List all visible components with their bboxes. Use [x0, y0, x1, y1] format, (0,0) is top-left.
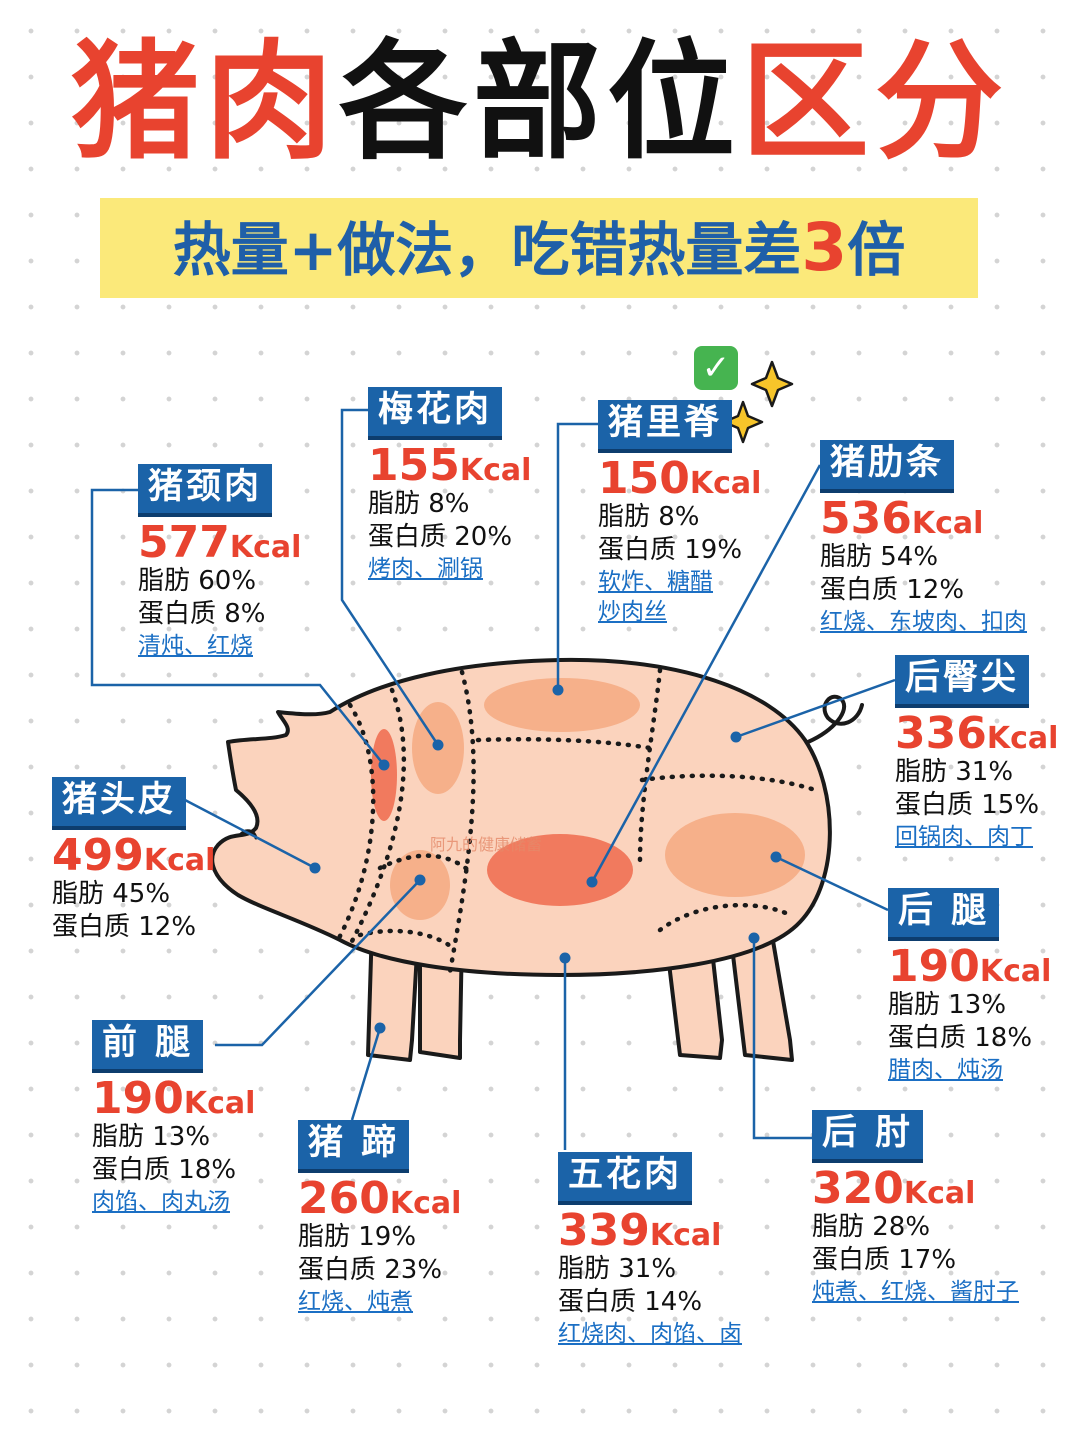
- part-fat: 脂肪 13%: [92, 1122, 211, 1152]
- part-label-rump: 后臀尖 336Kcal 脂肪 31% 蛋白质 15% 回锅肉、肉丁: [895, 655, 1058, 852]
- title-part3: 区分: [741, 28, 1010, 177]
- part-protein: 蛋白质 19%: [598, 535, 743, 565]
- subtitle-tail: 倍: [847, 216, 906, 284]
- leader-foreleg: [215, 879, 421, 1047]
- part-uses[interactable]: 红烧肉、肉馅、卤: [558, 1321, 742, 1347]
- part-name: 五花肉: [558, 1152, 693, 1205]
- part-name: 前 腿: [92, 1020, 204, 1073]
- part-fat: 脂肪 45%: [52, 879, 171, 909]
- part-protein: 蛋白质 20%: [368, 522, 513, 552]
- part-protein: 蛋白质 18%: [92, 1155, 237, 1185]
- part-protein: 蛋白质 17%: [812, 1245, 957, 1275]
- part-uses[interactable]: 炖煮、红烧、酱肘子: [812, 1279, 1019, 1305]
- part-protein: 蛋白质 12%: [52, 912, 197, 942]
- part-kcal: 336Kcal: [895, 708, 1059, 759]
- part-kcal: 320Kcal: [812, 1163, 976, 1214]
- part-fat: 脂肪 31%: [895, 757, 1014, 787]
- subtitle-emphasis: 3: [801, 209, 848, 286]
- part-kcal: 260Kcal: [298, 1173, 462, 1224]
- part-name: 猪肋条: [820, 440, 955, 493]
- part-fat: 脂肪 8%: [598, 502, 700, 532]
- part-protein: 蛋白质 15%: [895, 790, 1040, 820]
- leader-rump: [735, 678, 896, 739]
- part-label-rib: 猪肋条 536Kcal 脂肪 54% 蛋白质 12% 红烧、东坡肉、扣肉: [820, 440, 1027, 637]
- part-name: 后 肘: [812, 1110, 924, 1163]
- part-fat: 脂肪 54%: [820, 542, 939, 572]
- part-uses-2[interactable]: 炒肉丝: [598, 599, 667, 625]
- part-uses[interactable]: 肉馅、肉丸汤: [92, 1189, 230, 1215]
- part-protein: 蛋白质 14%: [558, 1287, 703, 1317]
- pig-tail: [806, 694, 864, 744]
- part-label-hock: 后 肘 320Kcal 脂肪 28% 蛋白质 17% 炖煮、红烧、酱肘子: [812, 1110, 1019, 1307]
- part-kcal: 499Kcal: [52, 830, 216, 881]
- part-fat: 脂肪 28%: [812, 1212, 931, 1242]
- spot-neck: [371, 729, 397, 821]
- part-kcal: 536Kcal: [820, 493, 984, 544]
- part-name: 后 腿: [888, 888, 1000, 941]
- part-name: 梅花肉: [368, 387, 503, 440]
- part-name: 猪里脊: [598, 400, 733, 453]
- sparkle-icon: [722, 360, 794, 444]
- part-label-neck: 猪颈肉 577Kcal 脂肪 60% 蛋白质 8% 清炖、红烧: [138, 464, 301, 661]
- part-fat: 脂肪 60%: [138, 566, 257, 596]
- part-kcal: 155Kcal: [368, 440, 532, 491]
- title-part2: 各部位: [338, 28, 741, 177]
- part-uses[interactable]: 清炖、红烧: [138, 633, 253, 659]
- part-fat: 脂肪 31%: [558, 1254, 677, 1284]
- spot-rib: [487, 834, 633, 906]
- part-uses[interactable]: 红烧、炖煮: [298, 1289, 413, 1315]
- part-label-trotter: 猪 蹄 260Kcal 脂肪 19% 蛋白质 23% 红烧、炖煮: [298, 1120, 461, 1317]
- watermark: 阿九的健康储蓄: [430, 835, 543, 854]
- subtitle-text: 热量+做法，吃错热量差: [172, 216, 802, 284]
- part-protein: 蛋白质 8%: [138, 599, 266, 629]
- part-kcal: 339Kcal: [558, 1205, 722, 1256]
- part-uses[interactable]: 烤肉、涮锅: [368, 556, 483, 582]
- pig-illustration: [210, 657, 864, 1062]
- part-protein: 蛋白质 18%: [888, 1023, 1033, 1053]
- leader-hindleg: [775, 855, 889, 912]
- part-protein: 蛋白质 12%: [820, 575, 965, 605]
- subtitle-banner: 热量+做法，吃错热量差3倍: [100, 198, 978, 298]
- leader-loin: [556, 422, 598, 690]
- part-uses[interactable]: 腊肉、炖汤: [888, 1057, 1003, 1083]
- part-name: 猪 蹄: [298, 1120, 410, 1173]
- leader-rib: [590, 464, 822, 883]
- leader-dots: [309, 684, 782, 1034]
- leader-head: [184, 798, 316, 870]
- leader-shoulder: [340, 408, 440, 746]
- part-name: 猪颈肉: [138, 464, 273, 517]
- spot-loin: [484, 678, 640, 732]
- spot-rump: [665, 813, 805, 897]
- title-part1: 猪肉: [70, 28, 339, 177]
- part-label-hindleg: 后 腿 190Kcal 脂肪 13% 蛋白质 18% 腊肉、炖汤: [888, 888, 1051, 1085]
- part-kcal: 577Kcal: [138, 517, 302, 568]
- part-kcal: 190Kcal: [888, 941, 1052, 992]
- part-kcal: 190Kcal: [92, 1073, 256, 1124]
- leader-hock: [752, 938, 812, 1140]
- part-label-foreleg: 前 腿 190Kcal 脂肪 13% 蛋白质 18% 肉馅、肉丸汤: [92, 1020, 255, 1217]
- part-fat: 脂肪 13%: [888, 990, 1007, 1020]
- leader-trotter: [350, 1027, 382, 1121]
- check-mark-icon: ✓: [694, 346, 738, 390]
- leader-neck: [90, 488, 385, 766]
- pig-body: [210, 657, 832, 977]
- part-label-loin: 猪里脊 150Kcal 脂肪 8% 蛋白质 19% 软炸、糖醋 炒肉丝: [598, 400, 761, 627]
- part-fat: 脂肪 19%: [298, 1222, 417, 1252]
- page-title: 猪肉各部位区分: [0, 28, 1080, 178]
- part-fat: 脂肪 8%: [368, 489, 470, 519]
- part-uses[interactable]: 软炸、糖醋: [598, 569, 713, 595]
- part-uses[interactable]: 回锅肉、肉丁: [895, 824, 1033, 850]
- part-uses[interactable]: 红烧、东坡肉、扣肉: [820, 609, 1027, 635]
- part-name: 猪头皮: [52, 777, 187, 830]
- leader-lines: [90, 408, 896, 1150]
- part-kcal: 150Kcal: [598, 453, 762, 504]
- part-name: 后臀尖: [895, 655, 1030, 708]
- cut-lines: [335, 667, 818, 975]
- part-label-shoulder: 梅花肉 155Kcal 脂肪 8% 蛋白质 20% 烤肉、涮锅: [368, 387, 531, 584]
- part-label-head: 猪头皮 499Kcal 脂肪 45% 蛋白质 12%: [52, 777, 215, 944]
- part-protein: 蛋白质 23%: [298, 1255, 443, 1285]
- part-label-belly: 五花肉 339Kcal 脂肪 31% 蛋白质 14% 红烧肉、肉馅、卤: [558, 1152, 742, 1349]
